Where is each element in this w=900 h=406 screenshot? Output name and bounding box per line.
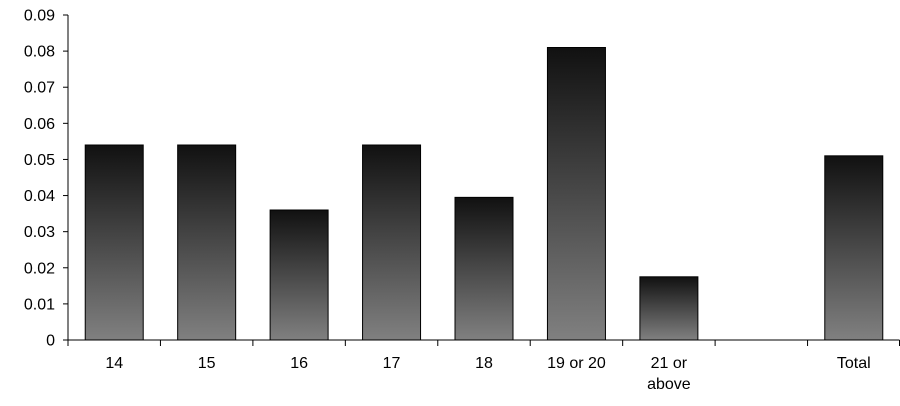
- y-tick-label: 0.05: [24, 152, 55, 169]
- x-tick-label: 16: [290, 355, 308, 372]
- y-tick-label: 0.06: [24, 116, 55, 133]
- y-tick-label: 0.01: [24, 296, 55, 313]
- x-tick-label: 17: [383, 355, 401, 372]
- x-axis: 14 15 16 17 18 19 or 20 21 or above Total: [67, 339, 900, 393]
- y-axis: 0 0.01 0.02 0.03 0.04 0.05 0.06 0.07 0.08 0.09: [24, 8, 69, 350]
- bar: [362, 144, 422, 341]
- x-tick-label: 18: [475, 355, 493, 372]
- y-tick-label: 0.04: [24, 188, 55, 205]
- bar: [639, 276, 699, 341]
- bar: [546, 47, 606, 341]
- bars: [84, 47, 884, 341]
- y-tick-label: 0: [46, 333, 55, 350]
- x-tick-label: 15: [198, 355, 216, 372]
- y-tick-label: 0.08: [24, 44, 55, 61]
- bar: [269, 209, 329, 341]
- x-tick-label: 14: [105, 355, 123, 372]
- x-tick-label: 21 or above: [647, 355, 691, 393]
- y-tick-label: 0.07: [24, 80, 55, 97]
- bar: [177, 144, 237, 341]
- y-tick-label: 0.03: [24, 224, 55, 241]
- bar: [824, 155, 884, 341]
- x-tick-label: Total: [837, 355, 871, 372]
- y-tick-label: 0.09: [24, 8, 55, 25]
- x-tick-label: 19 or 20: [547, 355, 606, 372]
- bar: [84, 144, 144, 341]
- y-tick-label: 0.02: [24, 260, 55, 277]
- bar: [454, 196, 514, 341]
